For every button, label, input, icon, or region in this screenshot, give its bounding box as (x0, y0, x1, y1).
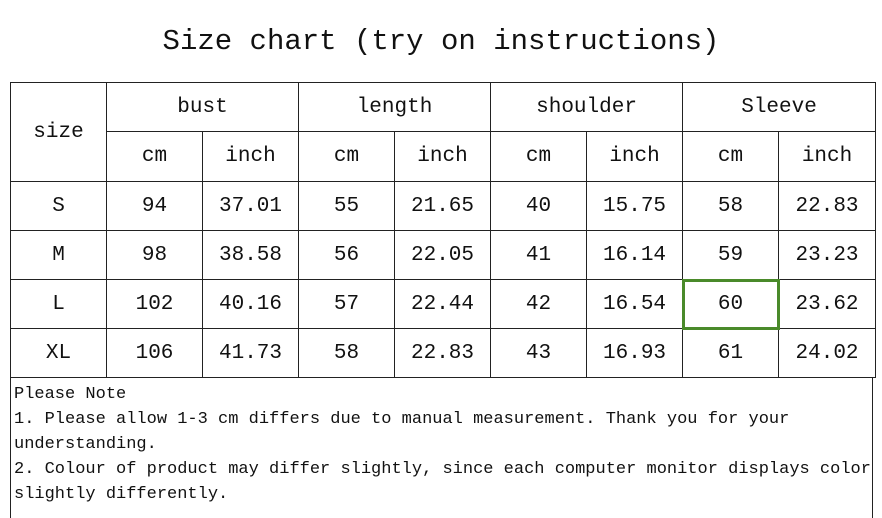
value-cell[interactable]: 43 (490, 328, 588, 378)
value-cell[interactable]: 23.23 (778, 230, 877, 280)
value-cell[interactable]: 41 (490, 230, 588, 280)
value-cell[interactable]: 42 (490, 279, 588, 329)
value-cell[interactable]: 40 (490, 181, 588, 231)
size-header: size (10, 82, 107, 182)
size-cell[interactable]: L (10, 279, 107, 329)
group-header-sleeve: Sleeve (682, 82, 877, 132)
value-cell[interactable]: 38.58 (201, 230, 300, 280)
size-cell[interactable]: XL (10, 328, 107, 378)
value-cell[interactable]: 40.16 (201, 279, 300, 329)
unit-header: inch (201, 131, 300, 182)
note-line-2: 2. Colour of product may differ slightly… (14, 460, 882, 504)
value-cell[interactable]: 22.83 (778, 181, 877, 231)
unit-header: cm (106, 131, 203, 182)
value-cell[interactable]: 22.44 (394, 279, 492, 329)
value-cell[interactable]: 59 (682, 230, 780, 280)
unit-header: inch (778, 131, 877, 182)
group-header-bust: bust (105, 82, 300, 132)
value-cell[interactable]: 56 (298, 230, 396, 280)
value-cell[interactable]: 106 (106, 328, 203, 378)
value-cell[interactable]: 22.05 (394, 230, 492, 280)
value-cell[interactable]: 16.14 (586, 230, 684, 280)
group-header-length: length (298, 82, 492, 132)
table-row: L 102 40.16 57 22.44 42 16.54 60 23.62 (10, 278, 877, 330)
size-cell[interactable]: S (10, 181, 107, 231)
value-cell[interactable]: 22.83 (394, 328, 492, 378)
value-cell[interactable]: 102 (106, 279, 203, 329)
value-cell[interactable]: 55 (298, 181, 396, 231)
value-cell[interactable]: 57 (298, 279, 396, 329)
value-cell[interactable]: 37.01 (201, 181, 300, 231)
note-heading: Please Note (14, 385, 127, 404)
value-cell[interactable]: 41.73 (201, 328, 300, 378)
value-cell[interactable]: 23.62 (778, 279, 877, 329)
note-line-1: 1. Please allow 1-3 cm differs due to ma… (14, 410, 800, 454)
value-cell[interactable]: 98 (106, 230, 203, 280)
value-cell[interactable]: 58 (298, 328, 396, 378)
value-cell[interactable]: 24.02 (778, 328, 877, 378)
size-chart-table: size bust length shoulder Sleeve cm inch… (10, 82, 877, 378)
table-row: M 98 38.58 56 22.05 41 16.14 59 23.23 (10, 230, 877, 280)
group-header-shoulder: shoulder (490, 82, 684, 132)
unit-header: inch (586, 131, 684, 182)
size-cell[interactable]: M (10, 230, 107, 280)
value-cell[interactable]: 21.65 (394, 181, 492, 231)
selected-cell[interactable]: 60 (681, 278, 780, 330)
table-row: XL 106 41.73 58 22.83 43 16.93 61 24.02 (10, 328, 877, 378)
value-cell[interactable]: 58 (682, 181, 780, 231)
value-cell[interactable]: 15.75 (586, 181, 684, 231)
page-title: Size chart (try on instructions) (162, 25, 720, 58)
unit-header: inch (394, 131, 492, 182)
value-cell[interactable]: 16.93 (586, 328, 684, 378)
unit-header: cm (298, 131, 396, 182)
value-cell[interactable]: 94 (106, 181, 203, 231)
note-box: Please Note 1. Please allow 1-3 cm diffe… (10, 378, 873, 518)
unit-header: cm (682, 131, 780, 182)
value-cell[interactable]: 16.54 (586, 279, 684, 329)
unit-header: cm (490, 131, 588, 182)
value-cell[interactable]: 61 (682, 328, 780, 378)
table-row: S 94 37.01 55 21.65 40 15.75 58 22.83 (10, 181, 877, 231)
